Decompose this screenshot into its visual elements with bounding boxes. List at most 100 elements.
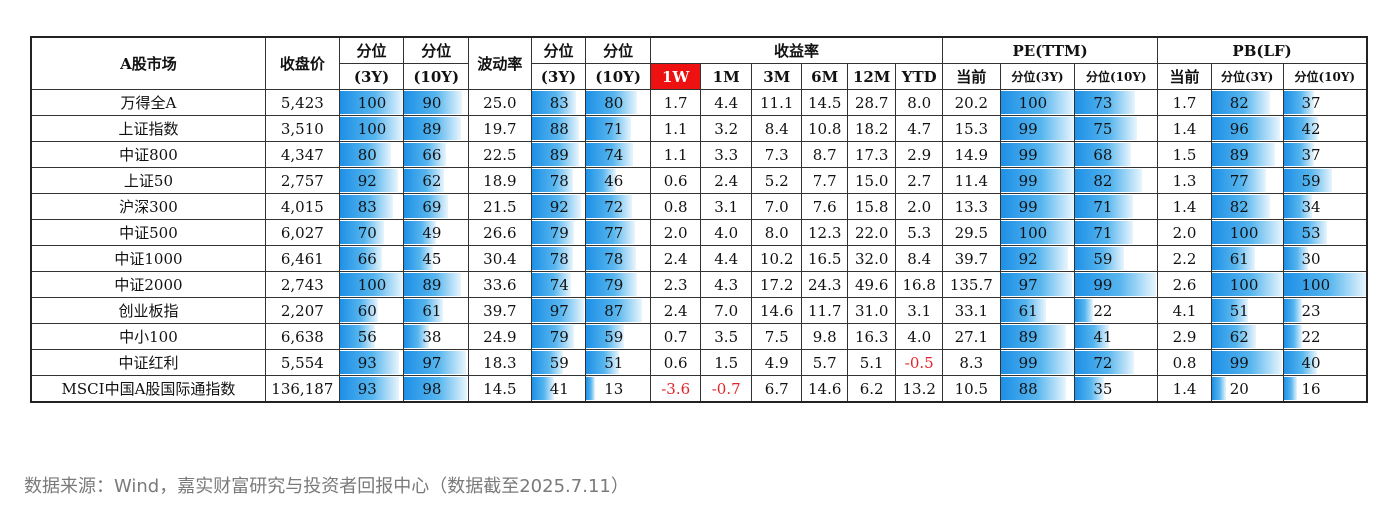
header-return-1m: 1M [700,63,752,90]
cell-volatility: 14.5 [468,375,532,403]
percentile-bar [1001,195,1074,218]
cell-name: 上证50 [30,167,266,194]
cell-ret-6m: 16.5 [801,245,848,272]
cell-vol-pct10y: 13 [585,375,651,403]
percentile-bar [1001,221,1074,244]
percentile-value: 59 [1093,249,1113,268]
cell-ret-1w: -3.6 [649,375,702,403]
cell-ret-1m: 2.4 [700,167,752,194]
cell-pe-pct10y: 22 [1074,297,1159,324]
cell-pct3y: 70 [338,219,405,246]
cell-pb-pct3y: 61 [1210,245,1284,272]
cell-pct3y: 66 [338,245,405,272]
cell-pe-current: 33.1 [942,297,1001,324]
percentile-value: 51 [604,353,624,372]
cell-name: 创业板指 [30,297,266,324]
cell-pb-pct3y: 82 [1210,193,1284,220]
cell-pb-pct10y: 40 [1282,349,1368,376]
cell-ret-6m: 11.7 [801,297,848,324]
cell-pct10y: 66 [403,141,470,168]
cell-pct10y: 89 [403,271,470,298]
percentile-bar [1212,91,1270,114]
cell-pct3y: 92 [338,167,405,194]
cell-vol-pct10y: 80 [585,89,651,116]
cell-vol-pct3y: 41 [530,375,587,403]
cell-pe-pct10y: 71 [1074,193,1159,220]
percentile-value: 92 [1018,249,1038,268]
percentile-bar [340,143,391,166]
percentile-value: 46 [604,171,624,190]
cell-pct3y: 83 [338,193,405,220]
header-pe-pct10y: 分位(10Y) [1074,63,1159,90]
percentile-value: 87 [604,301,624,320]
cell-pb-current: 4.1 [1157,297,1212,324]
percentile-bar [1001,351,1074,374]
cell-ret-ytd: 8.4 [895,245,943,272]
percentile-bar [1212,325,1256,348]
cell-pct3y: 100 [338,271,405,298]
percentile-bar [1212,299,1248,322]
percentile-value: 97 [422,353,442,372]
cell-vol-pct10y: 46 [585,167,651,194]
cell-pb-pct3y: 96 [1210,115,1284,142]
percentile-bar [1284,91,1315,114]
cell-pb-current: 1.5 [1157,141,1212,168]
percentile-value: 99 [1018,171,1038,190]
cell-ret-12m: 6.2 [846,375,897,403]
header-vol-pct3y-bottom: (3Y) [530,63,587,90]
percentile-bar [532,273,572,296]
cell-close: 3,510 [264,115,340,142]
percentile-value: 89 [422,119,442,138]
cell-ret-3m: 14.6 [750,297,803,324]
cell-pb-pct10y: 59 [1282,167,1368,194]
percentile-bar [586,221,636,244]
percentile-bar [1001,377,1066,400]
cell-volatility: 26.6 [468,219,532,246]
cell-pct10y: 45 [403,245,470,272]
source-note: 数据来源：Wind，嘉实财富研究与投资者回报中心（数据截至2025.7.11） [24,476,629,497]
percentile-bar [532,169,574,192]
percentile-bar [1212,169,1267,192]
percentile-bar [404,117,462,140]
cell-close: 4,347 [264,141,340,168]
percentile-value: 82 [1229,197,1249,216]
cell-vol-pct3y: 78 [530,245,587,272]
percentile-value: 62 [1229,327,1249,346]
header-pb-current: 当前 [1157,63,1212,90]
table-row: 中证1000 6,461 66 45 30.4 78 78 2.4 4.4 10.2 16.5 32.… [30,245,1368,272]
cell-ret-1m: 1.5 [700,349,752,376]
table-row: 中证500 6,027 70 49 26.6 79 77 2.0 4.0 8.0 12.3 22.0 5… [30,219,1368,246]
percentile-bar [1001,169,1074,192]
percentile-value: 79 [549,223,569,242]
cell-close: 6,461 [264,245,340,272]
percentile-value: 37 [1301,145,1321,164]
cell-ret-1w: 0.6 [649,349,702,376]
cell-pb-pct3y: 100 [1210,271,1284,298]
cell-ret-1m: 3.2 [700,115,752,142]
percentile-value: 89 [1018,327,1038,346]
cell-pb-pct3y: 82 [1210,89,1284,116]
cell-pb-pct3y: 20 [1210,375,1284,403]
percentile-value: 100 [357,93,387,112]
cell-ret-12m: 16.3 [846,323,897,350]
cell-pb-pct10y: 42 [1282,115,1368,142]
percentile-bar [340,351,399,374]
cell-vol-pct3y: 74 [530,271,587,298]
header-pb-pct3y: 分位(3Y) [1210,63,1284,90]
percentile-bar [1212,273,1283,296]
percentile-bar [1284,143,1315,166]
percentile-value: 90 [422,93,442,112]
percentile-value: 72 [1093,353,1113,372]
cell-pb-pct3y: 77 [1210,167,1284,194]
cell-pe-pct3y: 99 [999,115,1076,142]
cell-pe-pct3y: 61 [999,297,1076,324]
percentile-value: 20 [1229,379,1249,398]
cell-ret-3m: 7.0 [750,193,803,220]
cell-pct10y: 61 [403,297,470,324]
cell-ret-12m: 15.8 [846,193,897,220]
percentile-bar [1001,299,1046,322]
percentile-bar [1075,169,1143,192]
percentile-value: 100 [1229,275,1259,294]
cell-ret-ytd: 4.7 [895,115,943,142]
cell-pb-pct10y: 30 [1282,245,1368,272]
